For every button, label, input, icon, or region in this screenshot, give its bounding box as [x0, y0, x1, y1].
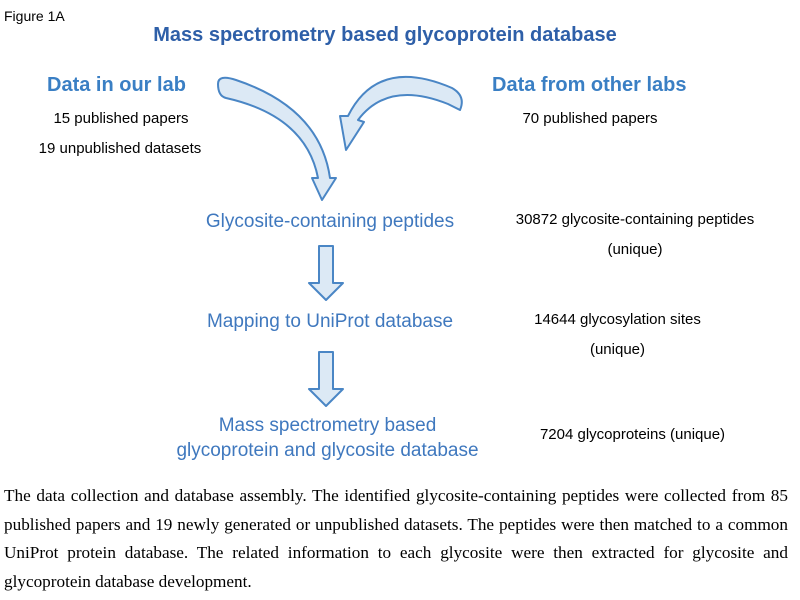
source-our-lab-title: Data in our lab [47, 74, 186, 96]
curved-arrow-from-other-labs [339, 75, 463, 151]
step-2-stat-line-2: (unique) [589, 341, 646, 358]
step-1-label: Glycosite-containing peptides [205, 211, 455, 232]
our-lab-line-1: 15 published papers [53, 110, 189, 127]
step-1-stat-line-2: (unique) [607, 241, 663, 258]
curved-arrow-from-our-lab [217, 76, 337, 201]
down-arrow-1 [308, 245, 344, 301]
figure-caption: The data collection and database assembl… [4, 486, 788, 591]
diagram-title: Mass spectrometry based glycoprotein dat… [153, 24, 617, 46]
our-lab-line-2: 19 unpublished datasets [38, 140, 202, 157]
step-3-label-line-2: glycoprotein and glycosite database [176, 440, 479, 461]
step-2-stat-line-1: 14644 glycosylation sites [534, 311, 701, 328]
figure-label: Figure 1A [4, 8, 65, 24]
other-labs-line-1: 70 published papers [522, 110, 658, 127]
step-3-label-line-1: Mass spectrometry based [218, 415, 437, 436]
step-2-label: Mapping to UniProt database [206, 311, 454, 332]
step-3-stat-line-1: 7204 glycoproteins (unique) [539, 426, 726, 443]
source-other-labs-title: Data from other labs [492, 74, 687, 96]
step-1-stat-line-1: 30872 glycosite-containing peptides [515, 211, 755, 228]
down-arrow-2 [308, 351, 344, 407]
